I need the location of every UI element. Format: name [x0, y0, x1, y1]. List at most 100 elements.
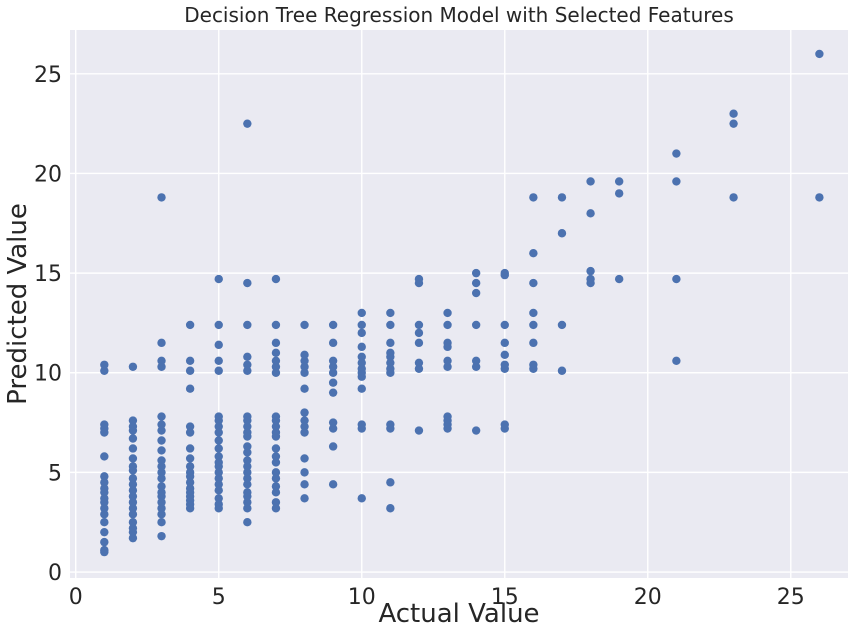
data-point — [128, 486, 138, 495]
data-point — [471, 362, 481, 371]
data-point — [100, 545, 109, 555]
data-point — [100, 420, 109, 429]
data-point — [243, 422, 252, 431]
y-tick-label: 15 — [34, 262, 62, 287]
data-point — [243, 119, 252, 128]
data-point — [500, 320, 509, 330]
data-point — [471, 288, 481, 298]
data-point — [157, 462, 166, 471]
data-point — [328, 368, 338, 377]
data-point — [157, 436, 166, 445]
x-tick-label: 10 — [348, 585, 376, 610]
data-point — [243, 412, 252, 421]
data-point — [214, 468, 223, 477]
data-point — [672, 149, 681, 158]
data-point — [672, 274, 681, 284]
data-point — [185, 366, 195, 375]
data-point — [500, 268, 509, 278]
data-point — [214, 412, 223, 421]
y-tick-labels: 0 5 10 15 20 25 — [34, 63, 62, 586]
data-point — [471, 426, 481, 435]
data-point — [243, 360, 252, 369]
data-point — [529, 278, 538, 288]
data-point — [443, 320, 452, 330]
data-point — [243, 448, 252, 457]
data-point — [157, 420, 166, 429]
data-point — [157, 446, 166, 455]
data-point — [100, 518, 109, 527]
data-point — [357, 320, 366, 330]
data-point — [243, 456, 252, 465]
data-point — [128, 454, 138, 463]
data-point — [414, 426, 424, 435]
data-point — [729, 109, 738, 118]
data-point — [185, 484, 195, 493]
data-point — [100, 484, 109, 493]
data-point — [271, 482, 281, 491]
data-point — [443, 412, 452, 421]
data-point — [128, 518, 138, 527]
data-point — [271, 468, 281, 477]
data-point — [386, 320, 395, 330]
data-point — [100, 494, 109, 503]
data-point — [185, 356, 195, 365]
data-point — [243, 320, 252, 330]
data-point — [214, 480, 223, 489]
data-point — [500, 420, 509, 429]
data-point — [471, 278, 481, 288]
data-point — [214, 452, 223, 461]
data-point — [243, 352, 252, 362]
data-point — [157, 518, 166, 527]
data-point — [243, 480, 252, 489]
data-point — [300, 428, 309, 437]
data-point — [271, 362, 281, 371]
data-point — [529, 360, 538, 369]
data-point — [243, 518, 252, 527]
data-point — [557, 229, 567, 238]
data-point — [157, 531, 166, 541]
x-tick-label: 25 — [777, 585, 805, 610]
data-point — [214, 274, 223, 284]
data-point — [414, 338, 424, 348]
data-point — [529, 320, 538, 330]
data-point — [243, 462, 252, 471]
data-point — [271, 444, 281, 453]
data-point — [157, 474, 166, 483]
data-point — [386, 504, 395, 513]
data-point — [386, 308, 395, 318]
data-point — [443, 338, 452, 348]
data-point — [328, 378, 338, 387]
data-point — [100, 478, 109, 487]
data-point — [128, 444, 138, 453]
data-point — [271, 274, 281, 284]
data-point — [157, 362, 166, 371]
data-point — [185, 454, 195, 463]
data-point — [271, 458, 281, 467]
data-point — [243, 442, 252, 451]
data-point — [157, 412, 166, 421]
data-point — [100, 360, 109, 369]
data-point — [414, 320, 424, 330]
data-point — [214, 500, 223, 509]
data-point — [271, 474, 281, 483]
data-point — [157, 504, 166, 513]
data-point — [557, 366, 567, 375]
y-tick-label: 5 — [48, 461, 62, 486]
data-point — [243, 474, 252, 483]
data-point — [100, 504, 109, 513]
data-point — [271, 368, 281, 377]
data-point — [386, 364, 395, 373]
data-point — [328, 424, 338, 433]
data-point — [443, 308, 452, 318]
data-point — [586, 274, 595, 284]
data-point — [128, 533, 138, 543]
data-point — [357, 358, 366, 367]
data-point — [386, 348, 395, 358]
data-point — [214, 494, 223, 503]
data-point — [157, 482, 166, 491]
data-point — [214, 356, 223, 365]
data-point — [271, 452, 281, 461]
x-tick-label: 5 — [212, 585, 226, 610]
data-point — [271, 428, 281, 437]
